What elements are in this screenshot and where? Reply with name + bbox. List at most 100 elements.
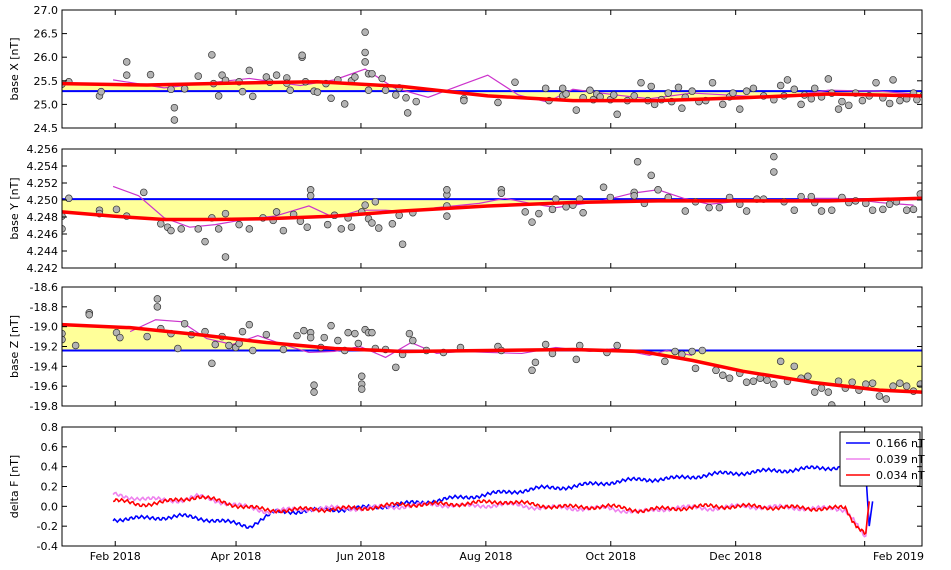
data-point: [122, 71, 131, 79]
data-point: [306, 333, 315, 342]
data-point: [375, 224, 383, 232]
data-point: [351, 329, 359, 338]
y-tick-label: 24.5: [34, 122, 59, 135]
data-point: [776, 357, 785, 366]
data-point: [460, 96, 468, 105]
data-point: [443, 186, 451, 194]
y-tick-label: -19.2: [30, 341, 58, 354]
y-tick-label: 25.0: [34, 98, 59, 111]
data-point: [562, 90, 570, 98]
data-point: [272, 71, 281, 79]
data-point: [725, 374, 734, 382]
data-point: [218, 71, 226, 79]
data-point: [868, 206, 877, 214]
data-point: [248, 346, 257, 355]
data-point: [167, 85, 175, 94]
y-axis-label: delta F [nT]: [8, 455, 21, 518]
y-tick-label: 4.252: [27, 177, 59, 190]
data-point: [327, 321, 335, 330]
data-point: [361, 58, 369, 66]
data-point: [610, 91, 618, 99]
y-tick-label: 4.250: [27, 194, 59, 207]
data-point: [902, 206, 911, 214]
data-point: [719, 100, 727, 109]
data-point: [558, 84, 567, 93]
y-tick-label: 0.4: [41, 461, 59, 474]
data-point: [783, 76, 792, 84]
x-tick-label: Oct 2018: [586, 550, 637, 563]
y-tick-label: 4.256: [27, 143, 59, 156]
data-point: [882, 395, 890, 403]
data-point: [238, 327, 247, 336]
data-point: [208, 51, 216, 59]
x-tick-label: Apr 2018: [211, 550, 262, 563]
legend-label: 0.039 nT: [876, 453, 925, 466]
data-point: [279, 345, 288, 354]
data-point: [381, 86, 390, 94]
data-point: [749, 377, 758, 385]
data-point: [357, 385, 366, 393]
data-point: [357, 372, 366, 381]
data-point: [364, 86, 373, 94]
data-point: [688, 347, 696, 356]
data-point: [790, 85, 799, 94]
data-point: [170, 116, 179, 124]
panel-plot-area: [62, 28, 922, 124]
y-tick-label: 4.244: [27, 245, 59, 258]
data-point: [65, 194, 73, 203]
data-point: [97, 87, 105, 96]
data-point: [797, 100, 805, 109]
data-point: [848, 378, 856, 386]
data-point: [804, 372, 812, 381]
data-point: [403, 109, 412, 117]
data-point: [337, 225, 346, 233]
y-tick-label: 4.254: [27, 160, 59, 173]
series-line: [112, 491, 871, 538]
data-point: [368, 69, 376, 78]
data-point: [845, 101, 853, 110]
data-point: [902, 382, 911, 390]
data-point: [705, 203, 713, 212]
data-point: [885, 99, 894, 108]
data-point: [528, 366, 536, 375]
data-point: [214, 92, 223, 100]
data-point: [221, 209, 230, 218]
data-point: [708, 78, 717, 87]
data-point: [85, 311, 93, 319]
data-point: [834, 105, 843, 113]
data-point: [889, 76, 897, 84]
trend-line: [62, 196, 922, 222]
data-point: [248, 92, 257, 101]
data-point: [916, 190, 922, 198]
data-point: [497, 189, 506, 197]
data-point: [245, 66, 254, 75]
data-point: [62, 335, 66, 344]
data-point: [541, 84, 550, 93]
data-point: [323, 220, 332, 229]
data-point: [579, 209, 587, 217]
data-point: [368, 328, 376, 337]
data-point: [637, 78, 645, 87]
data-point: [613, 110, 621, 119]
data-point: [827, 206, 836, 214]
data-point: [896, 96, 904, 105]
data-point: [736, 105, 744, 113]
y-tick-label: -0.2: [37, 520, 58, 533]
y-tick-label: -0.4: [37, 540, 58, 553]
y-tick-label: 0.6: [41, 441, 59, 454]
data-point: [194, 225, 202, 233]
x-tick-label: Dec 2018: [709, 550, 762, 563]
data-point: [262, 73, 271, 81]
data-point: [810, 388, 819, 396]
x-tick-label: Feb 2018: [90, 550, 141, 563]
data-point: [371, 197, 380, 206]
data-point: [334, 336, 342, 345]
x-tick-label: Aug 2018: [459, 550, 512, 563]
data-point: [361, 48, 369, 57]
data-point: [238, 87, 247, 96]
data-point: [245, 225, 254, 233]
data-point: [531, 358, 540, 367]
y-tick-label: 0.2: [41, 481, 59, 494]
y-tick-label: -19.8: [30, 400, 58, 413]
